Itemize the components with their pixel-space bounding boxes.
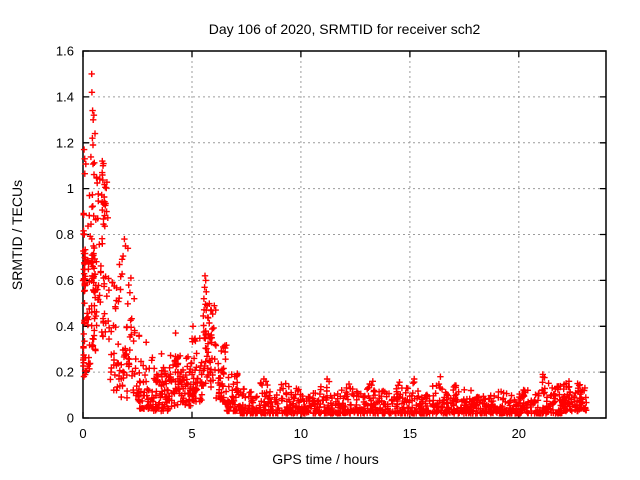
x-axis-label: GPS time / hours xyxy=(272,451,379,467)
grid-lines xyxy=(83,51,606,418)
y-tick-label: 1 xyxy=(67,181,74,196)
x-tick-label: 5 xyxy=(188,426,195,441)
x-tick-label: 15 xyxy=(403,426,417,441)
x-tick-label: 10 xyxy=(294,426,308,441)
chart-title: Day 106 of 2020, SRMTID for receiver sch… xyxy=(208,21,481,37)
y-tick-label: 0 xyxy=(67,411,74,426)
y-tick-label: 0.2 xyxy=(56,365,74,380)
data-points-plus-markers xyxy=(79,70,590,417)
y-tick-label: 0.4 xyxy=(56,319,74,334)
x-tick-label: 0 xyxy=(79,426,86,441)
y-tick-label: 1.4 xyxy=(56,89,74,104)
y-tick-label: 0.6 xyxy=(56,273,74,288)
y-tick-label: 1.2 xyxy=(56,135,74,150)
y-tick-label: 0.8 xyxy=(56,227,74,242)
y-tick-label: 1.6 xyxy=(56,44,74,59)
x-tick-label: 20 xyxy=(512,426,526,441)
